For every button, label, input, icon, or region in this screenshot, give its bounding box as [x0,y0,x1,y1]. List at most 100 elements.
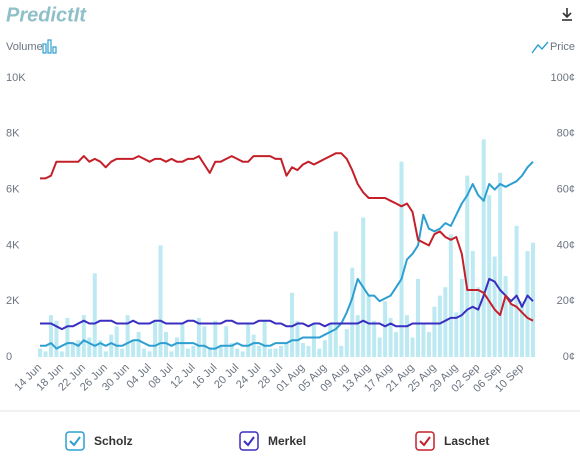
volume-bar [410,337,415,357]
volume-bar [317,348,322,357]
volume-bar [185,348,190,357]
volume-bar [163,331,168,357]
volume-bar [459,278,464,357]
legend-label: Merkel [268,434,306,448]
volume-bar [415,278,420,357]
legend-checkbox [239,431,259,451]
volume-bar [65,317,70,357]
logo: PredictIt [6,4,87,26]
volume-bar [520,301,525,357]
volume-bar [136,331,141,357]
legend-item[interactable]: Merkel [239,431,306,451]
volume-bar [372,320,377,357]
price-label: Price [550,41,575,53]
y-tick-label: 0 [6,351,12,363]
volume-bar [300,343,305,357]
y-tick-label: 2K [6,295,20,307]
volume-icon [42,39,57,54]
price-line [40,160,534,350]
volume-bar [131,340,136,357]
download-button[interactable] [562,8,572,21]
volume-bar [38,348,42,357]
volume-bar [366,295,371,357]
volume-bar [59,351,64,357]
volume-bar [43,351,48,357]
volume-bar [509,303,514,357]
volume-bar [103,351,108,357]
volume-bar [257,345,262,357]
volume-bar [454,312,459,357]
volume-bar [498,172,503,357]
volume-bar [295,320,300,357]
y-tick-label: 6K [6,184,20,196]
volume-label: Volume [6,41,43,53]
volume-bar [503,276,508,357]
volume-bar [470,250,475,357]
y2-tick-label: 60¢ [557,184,575,196]
volume-bar [125,315,130,357]
volume-bar [273,348,278,357]
volume-bar [180,323,185,357]
legend-checkbox [65,431,85,451]
volume-bar [240,351,245,357]
volume-bar [355,315,360,357]
volume-bar [70,343,75,357]
legend-label: Laschet [444,434,489,448]
price-icon [531,41,549,54]
volume-bar [421,323,426,357]
volume-bar [426,331,431,357]
volume-bar [114,326,119,357]
volume-bar [120,348,125,357]
volume-bar [405,315,410,357]
legend-item[interactable]: Laschet [415,431,489,451]
icon-bar [47,39,52,54]
legend-check [419,436,431,447]
volume-bar [487,195,492,357]
legend-item[interactable]: Scholz [65,431,133,451]
volume-bar [246,323,251,357]
volume-bar [87,337,92,357]
volume-bar [399,161,404,357]
y2-tick-label: 40¢ [557,239,575,251]
volume-bar [448,234,453,357]
icon-bar [52,46,57,54]
volume-bar [328,323,333,357]
volume-bar [98,340,103,357]
volume-bar [202,326,207,357]
volume-bar [268,348,273,357]
volume-bar [339,345,344,357]
volume-bar [492,256,497,357]
volume-bar [48,315,53,357]
volume-bar [377,337,382,357]
volume-bar [235,348,240,357]
y2-tick-label: 20¢ [557,295,575,307]
legend-check [243,436,255,447]
volume-bar [465,175,470,357]
volume-bar [443,287,448,357]
volume-bar [306,345,311,357]
y2-tick-label: 100¢ [551,72,575,84]
volume-bar [311,323,316,357]
volume-bar [229,343,234,357]
volume-bar [432,306,437,357]
legend-label: Scholz [94,434,133,448]
volume-bar [196,317,201,357]
legend-check [69,436,81,447]
volume-bar [284,343,289,357]
volume-bar [350,267,355,357]
volume-bar [76,340,81,357]
download-arrow-head [562,12,572,19]
volume-bar [169,351,174,357]
volume-bar [322,340,327,357]
volume-bar [481,139,486,357]
volume-bar [174,337,179,357]
volume-bar [213,320,218,357]
volume-bar [81,315,86,357]
volume-bar [383,301,388,357]
volume-bar [344,329,349,357]
price-line [40,277,534,331]
legend-checkbox [415,431,435,451]
volume-bar [437,295,442,357]
